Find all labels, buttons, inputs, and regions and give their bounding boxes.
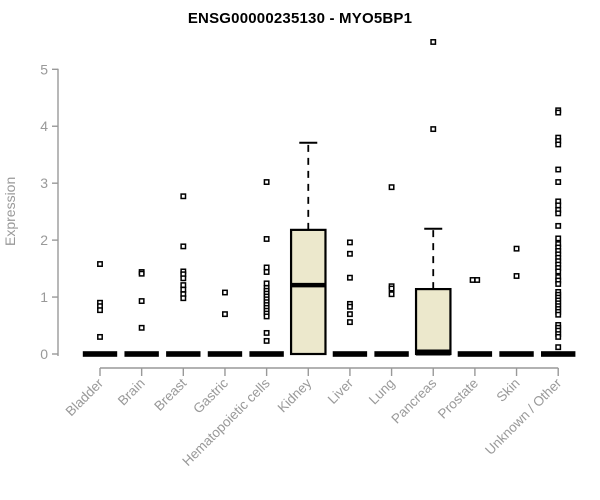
box-unknown-other xyxy=(541,107,576,357)
outlier-point xyxy=(513,273,520,279)
outlier-point xyxy=(346,250,353,257)
collapsed-box-bar xyxy=(166,351,201,357)
x-tick-label-brain: Brain xyxy=(115,376,148,409)
box-kidney xyxy=(289,141,327,356)
collapsed-box-bar xyxy=(374,351,409,357)
outlier-point xyxy=(346,319,353,326)
outlier-point xyxy=(263,313,270,320)
outlier-point xyxy=(430,39,437,45)
outlier-point xyxy=(469,277,476,283)
outlier-point xyxy=(555,235,562,242)
x-tick-label-lung: Lung xyxy=(366,376,398,408)
outlier-point xyxy=(97,307,103,314)
outlier-point xyxy=(346,311,353,318)
outlier-point xyxy=(180,275,187,282)
outlier-point xyxy=(180,243,187,250)
x-tick-label-prostate: Prostate xyxy=(435,376,481,422)
outlier-point xyxy=(513,245,520,252)
collapsed-box-bar xyxy=(249,351,284,357)
outlier-point xyxy=(97,333,103,340)
outlier-point xyxy=(263,329,270,336)
outlier-point xyxy=(555,311,562,318)
outlier-point xyxy=(555,210,562,217)
outlier-point xyxy=(180,286,187,293)
outlier-point xyxy=(180,295,187,302)
outlier-point xyxy=(555,333,562,340)
outlier-point xyxy=(138,324,145,331)
outlier-point xyxy=(263,280,270,287)
y-tick-label: 4 xyxy=(40,118,48,134)
outlier-point xyxy=(263,269,270,275)
collapsed-box-bar xyxy=(332,351,368,357)
outlier-point xyxy=(263,236,270,242)
box-brain xyxy=(124,269,159,357)
box-breast xyxy=(166,193,201,357)
x-tick-label-pancreas: Pancreas xyxy=(388,375,439,426)
x-tick-label-skin: Skin xyxy=(493,376,522,405)
collapsed-box-bar xyxy=(499,351,534,357)
y-axis-title: Expression xyxy=(2,176,18,247)
outlier-point xyxy=(555,268,562,275)
outlier-point xyxy=(263,337,270,344)
outlier-point xyxy=(555,141,562,148)
box-body xyxy=(414,287,452,356)
outlier-point xyxy=(346,303,353,310)
outlier-point xyxy=(263,179,270,185)
chart-title: ENSG00000235130 - MYO5BP1 xyxy=(187,10,413,27)
x-tick-label-bladder: Bladder xyxy=(63,375,107,419)
outlier-point xyxy=(388,184,395,191)
y-tick-label: 1 xyxy=(40,289,48,305)
box-bladder xyxy=(82,261,118,357)
collapsed-box-bar xyxy=(457,351,493,357)
x-tick-label-unknown-other: Unknown / Other xyxy=(482,375,565,458)
outlier-point xyxy=(346,274,353,281)
median-line xyxy=(416,349,451,356)
outlier-point xyxy=(263,264,270,271)
outlier-point xyxy=(430,126,437,133)
outlier-point xyxy=(474,277,481,283)
y-tick-label: 5 xyxy=(40,61,48,77)
box-gastric xyxy=(207,289,243,357)
box-prostate xyxy=(457,277,493,357)
outlier-point xyxy=(555,281,562,287)
x-tick-label-gastric: Gastric xyxy=(190,375,231,416)
x-tick-label-liver: Liver xyxy=(325,375,357,407)
box-lung xyxy=(374,184,409,357)
collapsed-box-bar xyxy=(541,351,576,357)
outlier-point xyxy=(555,344,562,351)
y-tick-label: 2 xyxy=(40,232,48,248)
collapsed-box-bar xyxy=(124,351,159,357)
collapsed-box-bar xyxy=(207,351,243,357)
outlier-point xyxy=(555,166,562,173)
box-liver xyxy=(332,239,368,357)
y-tick-label: 3 xyxy=(40,175,48,191)
box-body xyxy=(289,228,327,356)
outlier-point xyxy=(388,291,395,298)
outlier-point xyxy=(222,289,228,296)
box-pancreas xyxy=(414,39,452,356)
outlier-point xyxy=(97,261,103,267)
x-tick-label-breast: Breast xyxy=(151,375,189,413)
outlier-point xyxy=(180,282,187,289)
y-tick-label: 0 xyxy=(40,346,48,362)
x-tick-label-kidney: Kidney xyxy=(275,375,315,415)
outlier-point xyxy=(555,179,562,185)
outlier-point xyxy=(555,222,562,229)
outlier-point xyxy=(138,270,145,277)
outlier-point xyxy=(180,193,187,200)
box-skin xyxy=(499,245,534,357)
outlier-point xyxy=(222,311,228,318)
outlier-point xyxy=(388,285,395,292)
outlier-point xyxy=(555,109,562,116)
outlier-point xyxy=(555,202,562,209)
y-axis: 0 1 2 3 4 5 xyxy=(40,61,59,362)
box-hematopoietic-cells xyxy=(249,179,284,357)
outlier-point xyxy=(138,298,145,304)
outlier-point xyxy=(346,239,353,246)
collapsed-box-bar xyxy=(82,351,118,357)
